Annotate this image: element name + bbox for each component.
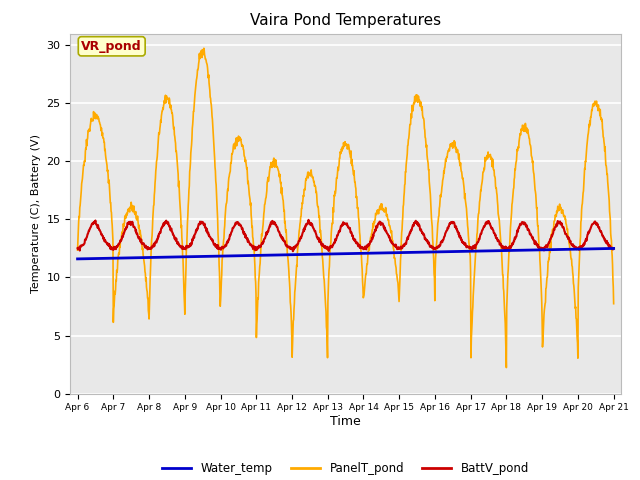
Text: VR_pond: VR_pond [81, 40, 142, 53]
Y-axis label: Temperature (C), Battery (V): Temperature (C), Battery (V) [31, 134, 41, 293]
Legend: Water_temp, PanelT_pond, BattV_pond: Water_temp, PanelT_pond, BattV_pond [157, 457, 534, 480]
X-axis label: Time: Time [330, 415, 361, 428]
Title: Vaira Pond Temperatures: Vaira Pond Temperatures [250, 13, 441, 28]
